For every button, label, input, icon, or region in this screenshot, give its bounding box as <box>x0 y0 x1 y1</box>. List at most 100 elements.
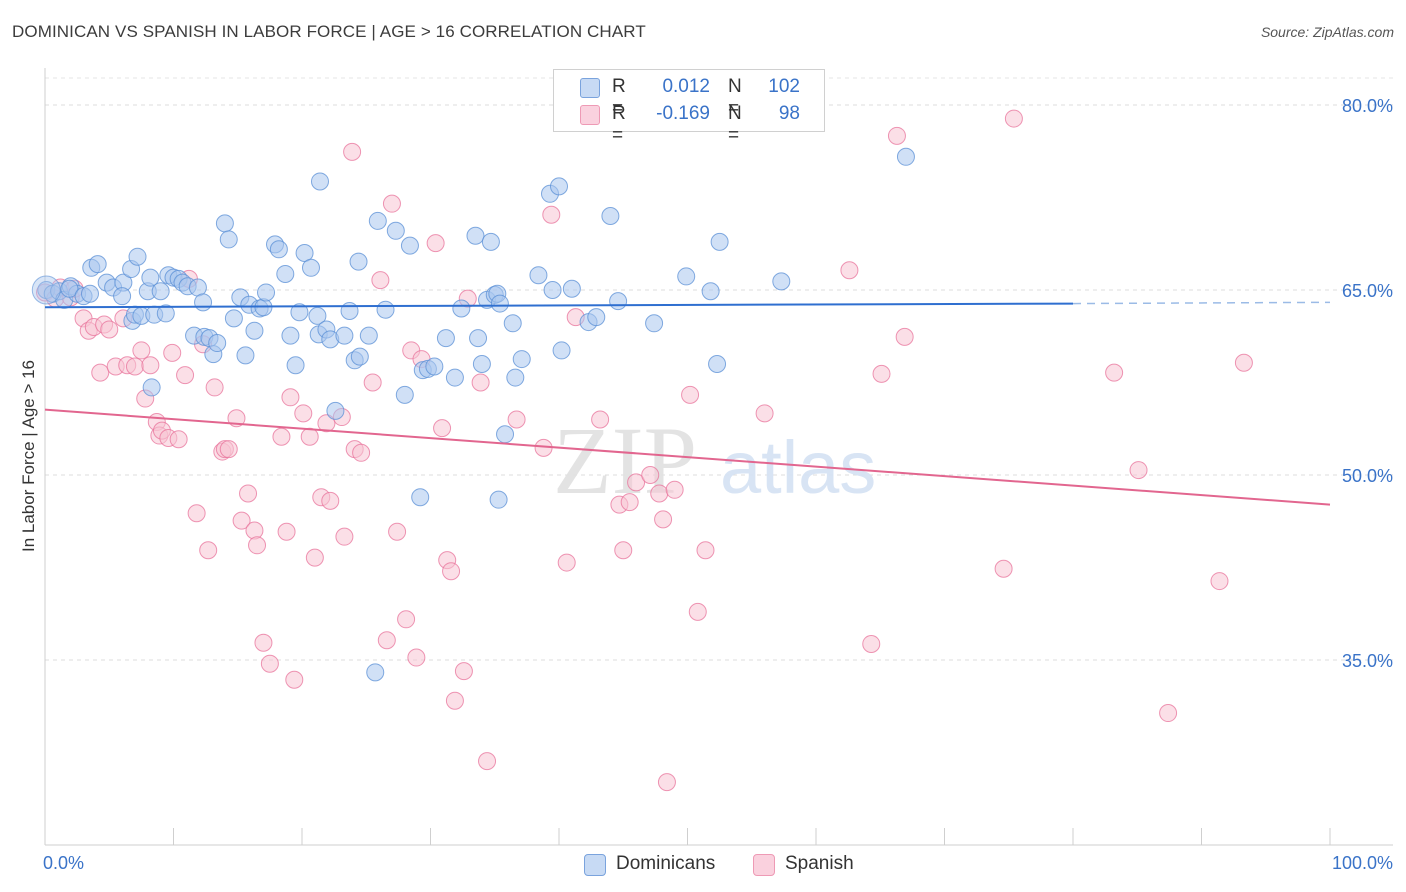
dominican-point <box>677 267 696 286</box>
spanish-point <box>681 385 700 404</box>
spanish-point <box>176 366 195 385</box>
dominican-point <box>490 294 509 313</box>
dominican-point <box>208 334 227 353</box>
dominican-point <box>245 321 264 340</box>
spanish-point <box>305 548 324 567</box>
dominican-point <box>194 293 213 312</box>
spanish-point <box>755 404 774 423</box>
spanish-point <box>321 491 340 510</box>
spanish-point <box>471 373 490 392</box>
bottom-legend-swatch-spanish <box>753 854 775 876</box>
dominican-point <box>445 368 464 387</box>
spanish-point <box>260 654 279 673</box>
spanish-point <box>205 378 224 397</box>
dominican-point <box>436 329 455 348</box>
dominican-point <box>290 303 309 322</box>
dominican-point <box>368 211 387 230</box>
spanish-point <box>557 553 576 572</box>
spanish-point <box>245 521 264 540</box>
spanish-point <box>862 634 881 653</box>
dominican-point <box>224 309 243 328</box>
legend-r-label: R = <box>612 103 626 146</box>
dominican-point <box>472 355 491 373</box>
spanish-point <box>317 414 336 433</box>
dominican-point <box>376 300 395 319</box>
spanish-point <box>840 261 859 280</box>
dominican-point <box>512 350 531 369</box>
dominican-point <box>286 356 305 375</box>
dominican-point <box>88 255 107 274</box>
spanish-point <box>187 504 206 523</box>
spanish-point <box>371 271 390 290</box>
dominican-point <box>466 226 485 245</box>
legend-n-label: N = <box>728 103 742 146</box>
x-tick-label-max: 100.0% <box>1332 853 1393 873</box>
dominican-point <box>141 268 160 287</box>
legend-swatch-dominicans <box>580 78 600 98</box>
spanish-point <box>445 691 464 710</box>
y-axis-label: In Labor Force | Age > 16 <box>19 360 38 552</box>
dominican-point <box>710 232 729 251</box>
dominican-point <box>281 326 300 345</box>
legend-swatch-spanish <box>580 105 600 125</box>
y-tick-label: 35.0% <box>1342 651 1393 671</box>
spanish-point <box>1105 363 1124 382</box>
spanish-point <box>426 234 445 253</box>
spanish-point <box>91 363 110 382</box>
series-dominicans-points <box>31 147 915 682</box>
spanish-point <box>169 430 188 449</box>
spanish-point <box>1234 353 1253 372</box>
dominican-point <box>366 663 385 682</box>
dominican-point <box>896 147 915 166</box>
dominican-point <box>550 177 568 196</box>
dominican-point <box>128 247 147 266</box>
dominican-point <box>386 221 405 240</box>
dominican-point <box>469 329 488 348</box>
trend-line-dominicans <box>44 302 1074 309</box>
spanish-point <box>696 541 715 560</box>
dominican-point <box>310 172 329 191</box>
x-tick-label-min: 0.0% <box>43 853 84 873</box>
dominican-point <box>151 282 170 301</box>
dominican-point <box>359 326 378 345</box>
dominican-point <box>587 308 606 327</box>
spanish-point <box>100 320 119 339</box>
dominican-point <box>425 357 444 376</box>
spanish-point <box>272 427 291 446</box>
dominican-point <box>452 299 471 318</box>
dominican-point <box>349 252 368 271</box>
dominican-point <box>276 264 295 283</box>
legend-r-value: -0.169 <box>656 103 710 124</box>
spanish-point <box>887 126 906 145</box>
spanish-point <box>397 610 416 629</box>
spanish-point <box>994 559 1013 578</box>
spanish-point <box>688 602 707 621</box>
dominican-point <box>400 236 419 255</box>
spanish-point <box>542 205 561 224</box>
spanish-point <box>141 356 160 375</box>
dominican-point <box>543 281 562 299</box>
spanish-point <box>239 484 258 503</box>
spanish-point <box>454 662 473 681</box>
y-tick-label: 65.0% <box>1342 281 1393 301</box>
spanish-point <box>248 536 267 555</box>
spanish-point <box>388 522 407 541</box>
bottom-legend-swatch-dominicans <box>584 854 606 876</box>
dominican-point <box>142 378 161 397</box>
spanish-point <box>335 527 354 546</box>
dominican-point <box>335 326 354 345</box>
spanish-point <box>163 343 182 362</box>
spanish-point <box>294 404 313 423</box>
dominican-point <box>609 292 628 311</box>
dominican-point <box>340 301 359 320</box>
spanish-point <box>614 541 633 560</box>
spanish-point <box>1004 109 1023 128</box>
spanish-point <box>254 633 273 652</box>
dominican-point <box>113 287 132 306</box>
dominican-point <box>529 266 548 285</box>
spanish-point <box>352 443 371 462</box>
spanish-point <box>232 511 251 530</box>
spanish-point <box>433 419 452 438</box>
y-tick-label: 80.0% <box>1342 96 1393 116</box>
